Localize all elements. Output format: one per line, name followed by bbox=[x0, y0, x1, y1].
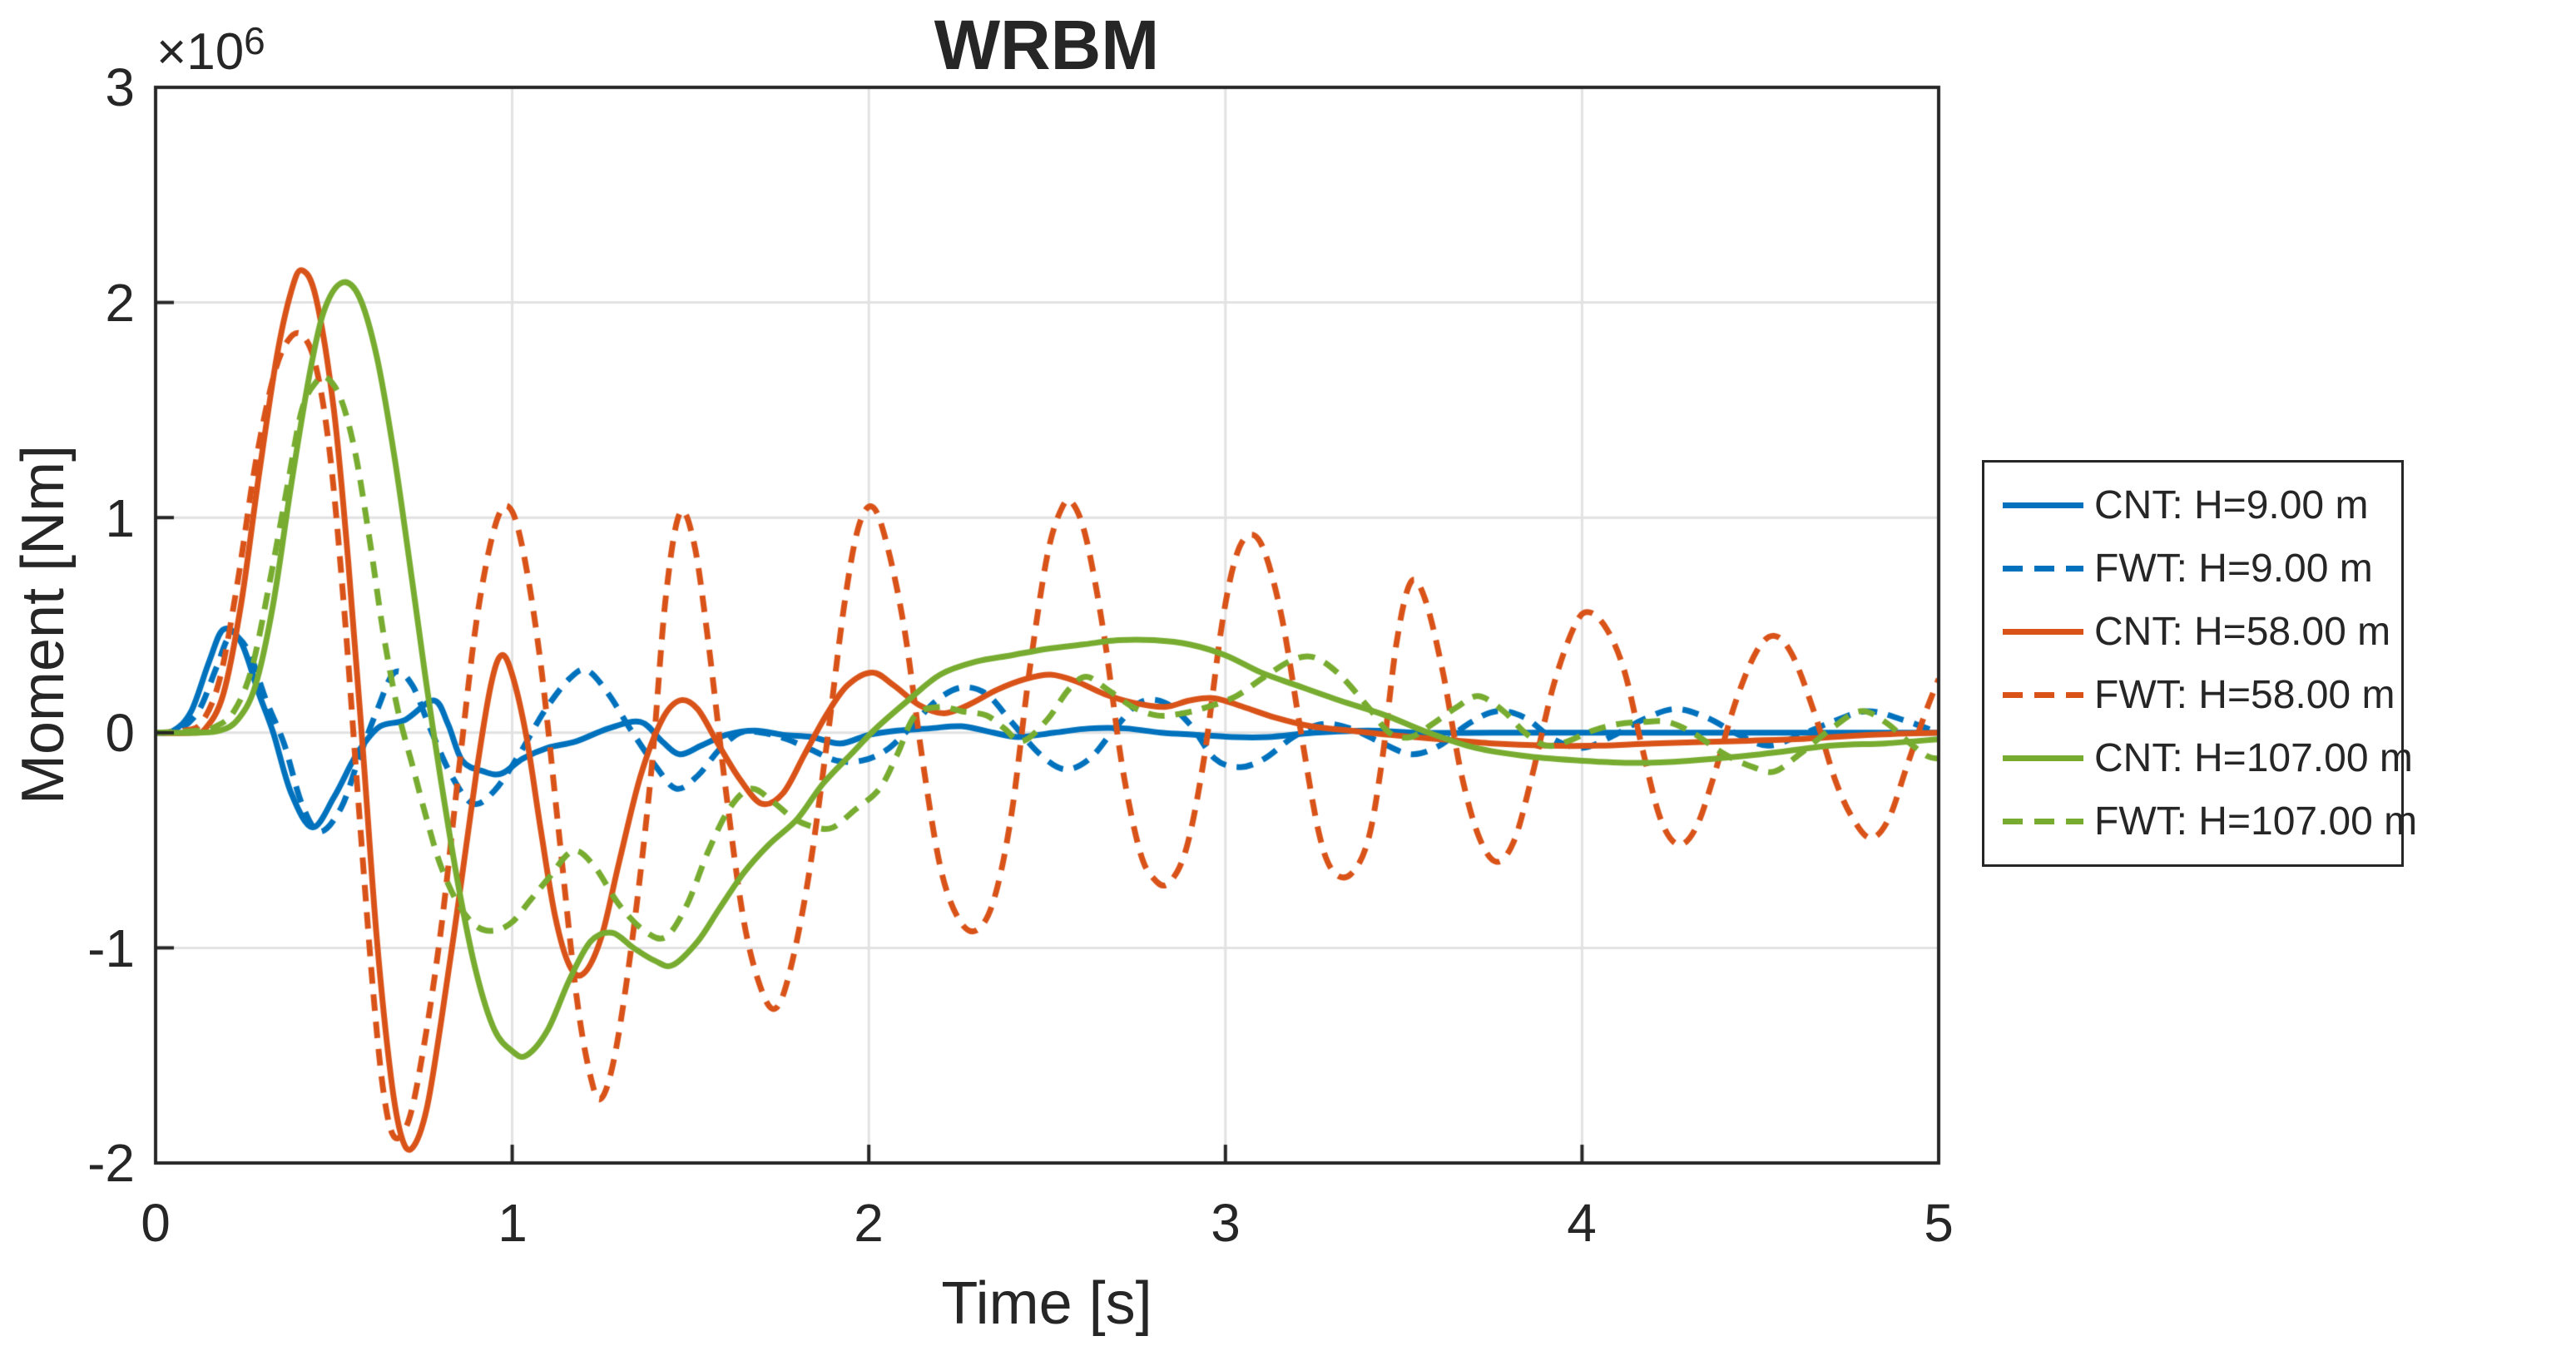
y-tick-label-1: 1 bbox=[105, 488, 135, 548]
exponent-base: ×10 bbox=[156, 23, 245, 81]
exponent-power: 6 bbox=[244, 19, 265, 62]
legend-entry-cnt-58: CNT: H=58.00 m bbox=[1984, 605, 2401, 660]
legend-label: FWT: H=107.00 m bbox=[2094, 799, 2418, 844]
x-tick-label-4: 4 bbox=[1567, 1193, 1597, 1253]
legend-label: CNT: H=107.00 m bbox=[2094, 735, 2413, 780]
legend-line-sample-solid-orange bbox=[2003, 629, 2083, 636]
x-tick-label-2: 2 bbox=[854, 1193, 884, 1253]
y-tick-label-m1: -1 bbox=[87, 918, 135, 978]
legend-entry-fwt-107: FWT: H=107.00 m bbox=[1984, 794, 2417, 849]
chart-title: WRBM bbox=[934, 6, 1160, 84]
y-tick-label-0: 0 bbox=[105, 703, 135, 763]
y-tick-label-m2: -2 bbox=[87, 1133, 135, 1193]
legend-entry-fwt-9: FWT: H=9.00 m bbox=[1984, 542, 2401, 596]
y-tick-label-3: 3 bbox=[105, 57, 135, 117]
legend-line-sample-dashed-blue bbox=[2003, 566, 2083, 572]
legend-entry-cnt-9: CNT: H=9.00 m bbox=[1984, 478, 2401, 533]
legend-label: FWT: H=58.00 m bbox=[2094, 672, 2395, 717]
legend-line-sample-solid-blue bbox=[2003, 502, 2083, 509]
legend-entry-fwt-58: FWT: H=58.00 m bbox=[1984, 667, 2401, 722]
legend-line-sample-dashed-green bbox=[2003, 818, 2083, 824]
legend-line-sample-dashed-orange bbox=[2003, 691, 2083, 698]
y-axis-exponent-label: ×106 bbox=[156, 18, 265, 82]
legend-line-sample-solid-green bbox=[2003, 755, 2083, 761]
legend-box: CNT: H=9.00 m FWT: H=9.00 m CNT: H=58.00… bbox=[1982, 460, 2417, 867]
y-tick-label-2: 2 bbox=[105, 273, 135, 333]
x-axis-label: Time [s] bbox=[941, 1270, 1152, 1337]
x-tick-label-0: 0 bbox=[141, 1193, 171, 1253]
x-tick-label-3: 3 bbox=[1211, 1193, 1241, 1253]
x-tick-label-1: 1 bbox=[498, 1193, 528, 1253]
legend-label: CNT: H=58.00 m bbox=[2094, 610, 2391, 655]
legend-label: FWT: H=9.00 m bbox=[2094, 547, 2373, 591]
legend-label: CNT: H=9.00 m bbox=[2094, 483, 2369, 528]
legend-entry-cnt-107: CNT: H=107.00 m bbox=[1984, 730, 2413, 785]
x-tick-label-5: 5 bbox=[1924, 1193, 1954, 1253]
